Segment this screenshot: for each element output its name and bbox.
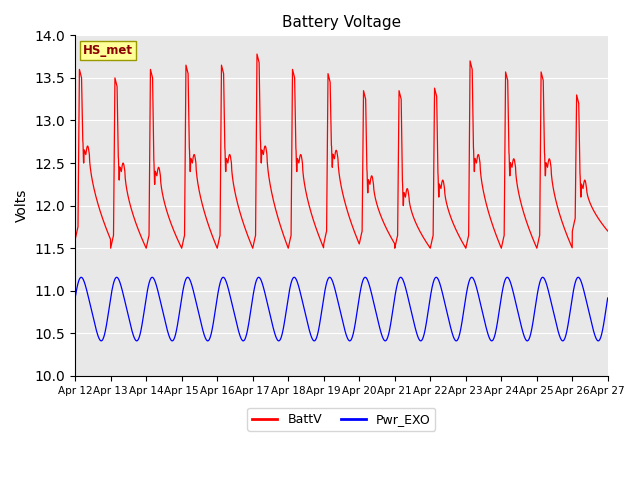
BattV [276, 221, 284, 227]
Line: BattV: BattV [75, 54, 608, 248]
BattV [604, 228, 612, 234]
BattV [299, 168, 307, 173]
Legend: BattV, Pwr_EXO: BattV, Pwr_EXO [247, 408, 435, 431]
Text: HS_met: HS_met [83, 44, 133, 57]
Pwr_EXO [71, 295, 79, 301]
Pwr_EXO [164, 329, 172, 335]
BattV [536, 171, 544, 177]
BattV [253, 51, 261, 57]
Y-axis label: Volts: Volts [15, 189, 29, 222]
Pwr_EXO [132, 338, 140, 344]
Pwr_EXO [276, 337, 284, 343]
Pwr_EXO [536, 279, 544, 285]
Pwr_EXO [299, 300, 307, 305]
Pwr_EXO [559, 338, 566, 344]
BattV [132, 221, 140, 227]
Pwr_EXO [594, 338, 602, 344]
BattV [71, 237, 79, 242]
BattV [594, 215, 602, 220]
BattV [164, 211, 172, 216]
Pwr_EXO [77, 275, 85, 280]
Title: Battery Voltage: Battery Voltage [282, 15, 401, 30]
BattV [107, 245, 115, 251]
Line: Pwr_EXO: Pwr_EXO [75, 277, 608, 341]
Pwr_EXO [604, 295, 612, 301]
